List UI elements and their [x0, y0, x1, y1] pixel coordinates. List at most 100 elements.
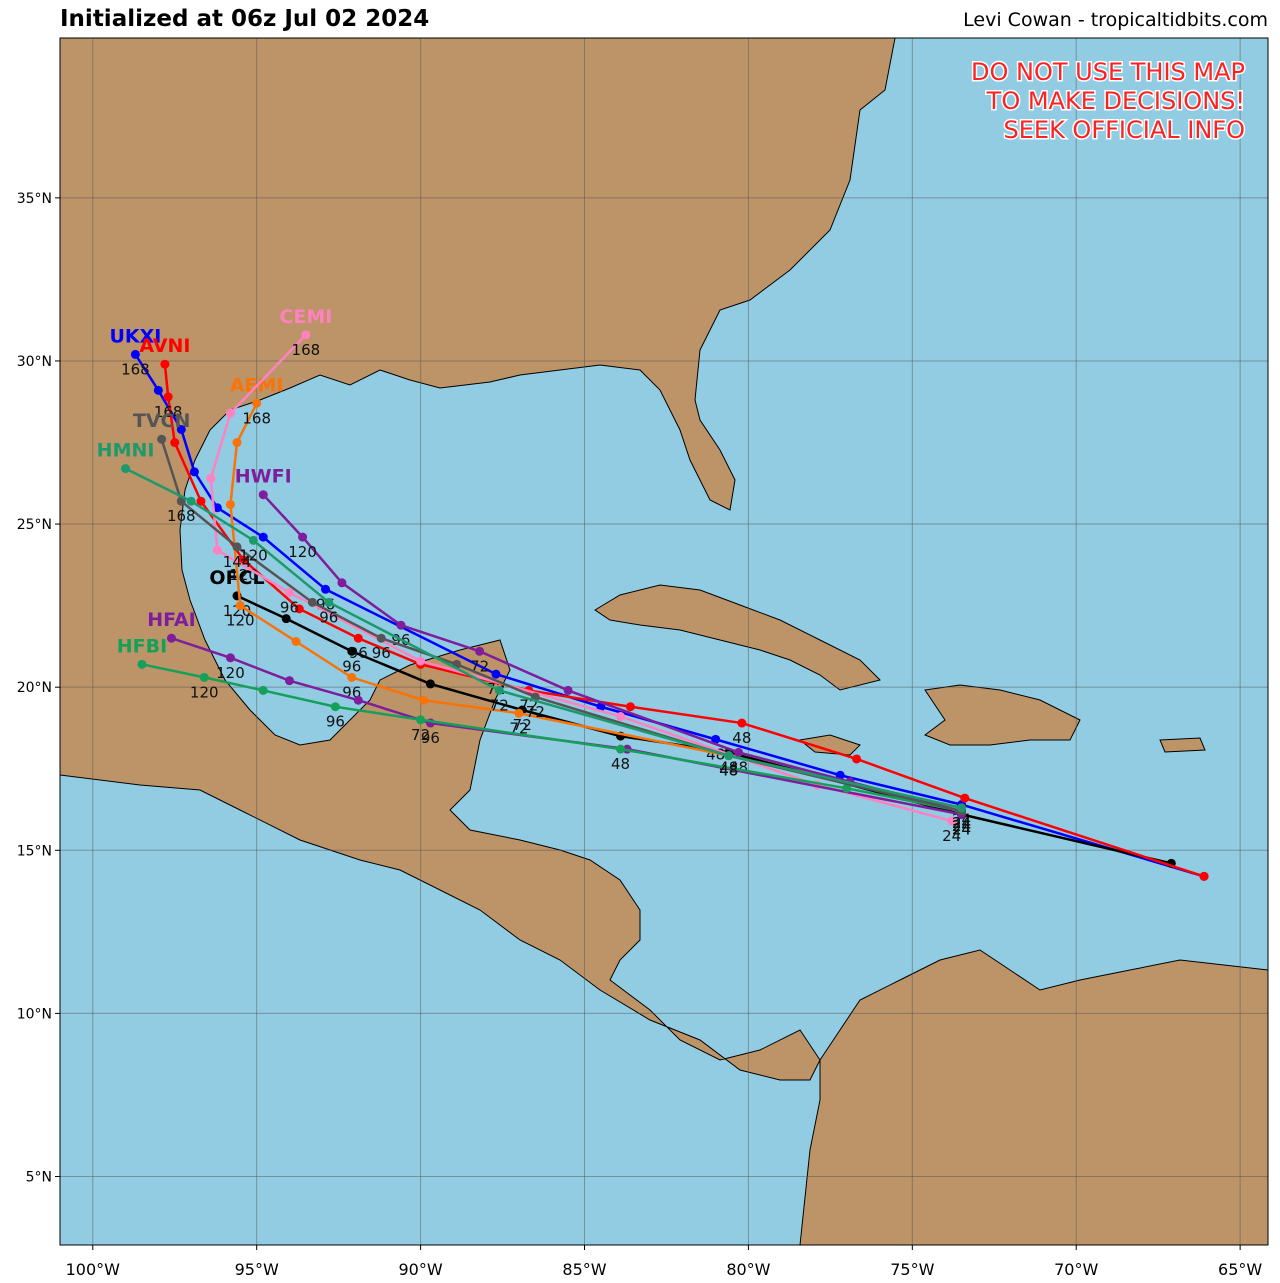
- jamaica: [798, 734, 861, 756]
- x-tick-label: 65°W: [1218, 1260, 1262, 1279]
- track-point: [291, 637, 301, 646]
- hour-label: 120: [226, 612, 255, 630]
- track-point: [419, 695, 429, 705]
- y-tick-label: 30°N: [17, 354, 52, 370]
- track-point: [235, 601, 245, 611]
- track-point: [212, 545, 222, 555]
- hour-label: 96: [280, 599, 299, 617]
- y-tick-label: 5°N: [26, 1169, 52, 1185]
- track-point: [324, 597, 334, 607]
- hour-label: 48: [719, 762, 738, 780]
- track-point: [157, 434, 167, 444]
- hour-label: 120: [216, 664, 245, 682]
- track-point: [176, 424, 186, 434]
- hour-label: 96: [349, 644, 368, 662]
- track-point: [625, 702, 635, 712]
- hour-label: 24: [952, 817, 971, 835]
- track-point: [170, 438, 180, 448]
- hour-label: 96: [319, 608, 338, 626]
- track-point: [842, 783, 852, 793]
- track-point: [956, 803, 966, 813]
- frame: [59, 37, 1269, 1246]
- track-name: UKXI: [109, 325, 161, 347]
- track-line: [163, 364, 1205, 878]
- track-point: [166, 633, 176, 643]
- track-point: [734, 747, 744, 757]
- hour-label: 48: [611, 755, 630, 773]
- track-point: [163, 392, 173, 402]
- hour-label: 120: [239, 546, 268, 564]
- grid: [60, 38, 1268, 1245]
- hour-label: 72: [490, 696, 509, 714]
- track-point: [298, 532, 308, 542]
- hour-label: 168: [242, 409, 271, 427]
- track-point: [337, 578, 347, 588]
- hour-label: 24: [942, 827, 961, 845]
- hour-label: 24: [952, 814, 971, 832]
- hour-label: 120: [190, 683, 219, 701]
- track-name: CEMI: [279, 306, 332, 328]
- track-point: [258, 490, 268, 500]
- track-point: [196, 496, 206, 506]
- hour-label: 96: [372, 644, 391, 662]
- hour-label: 24: [952, 820, 971, 838]
- x-tick-label: 95°W: [235, 1260, 279, 1279]
- track-point: [563, 685, 573, 695]
- hour-label: 72: [411, 726, 430, 744]
- warning-line: TO MAKE DECISIONS!: [986, 87, 1245, 115]
- track-point: [737, 718, 747, 728]
- track-point: [212, 503, 222, 513]
- track-point: [353, 695, 363, 705]
- track-point: [330, 702, 340, 712]
- y-tick-label: 35°N: [17, 191, 52, 207]
- hour-label: 48: [719, 762, 738, 780]
- puerto-rico: [1159, 737, 1206, 753]
- hour-label: 168: [121, 360, 150, 378]
- track-name: HMNI: [97, 440, 155, 462]
- x-tick-label: 75°W: [890, 1260, 934, 1279]
- track-point: [307, 597, 317, 607]
- hispaniola: [923, 684, 1081, 746]
- hour-label: 168: [167, 507, 196, 525]
- track-point: [281, 614, 291, 624]
- track-point: [425, 679, 435, 689]
- hour-label: 72: [513, 716, 532, 734]
- track-point: [494, 685, 504, 695]
- track-point: [353, 633, 363, 643]
- cuba: [594, 584, 881, 691]
- x-tick-label: 85°W: [562, 1260, 606, 1279]
- y-tick-label: 15°N: [17, 843, 52, 859]
- hour-label: 24: [952, 820, 971, 838]
- hour-label: 144: [223, 553, 252, 571]
- track-point: [416, 656, 426, 666]
- y-tick-label: 20°N: [17, 680, 52, 696]
- track-point: [121, 464, 131, 474]
- track-name: HWFI: [235, 466, 292, 488]
- track-point: [176, 496, 186, 506]
- track-point: [225, 499, 235, 509]
- track-point: [248, 535, 258, 545]
- track-point: [189, 467, 199, 477]
- track-point: [347, 646, 357, 656]
- track-name: TVCN: [133, 410, 191, 432]
- credit: Levi Cowan - tropicaltidbits.com: [963, 9, 1268, 31]
- track-line: [141, 663, 962, 813]
- track-point: [947, 816, 957, 826]
- track-name: HFAI: [147, 609, 195, 631]
- track-point: [137, 659, 147, 669]
- track-point: [199, 672, 209, 682]
- track-name: HFBI: [117, 635, 167, 657]
- track-point: [724, 751, 734, 761]
- track-point: [130, 349, 140, 359]
- track-line: [229, 402, 962, 810]
- track-point: [225, 408, 235, 418]
- track-point: [206, 473, 216, 483]
- track-point: [416, 715, 426, 725]
- south-america: [799, 949, 1268, 1245]
- hour-label: 96: [326, 713, 345, 731]
- hour-label: 168: [292, 341, 321, 359]
- hour-label: 24: [952, 817, 971, 835]
- track-point: [160, 359, 170, 369]
- hour-label: 168: [154, 403, 183, 421]
